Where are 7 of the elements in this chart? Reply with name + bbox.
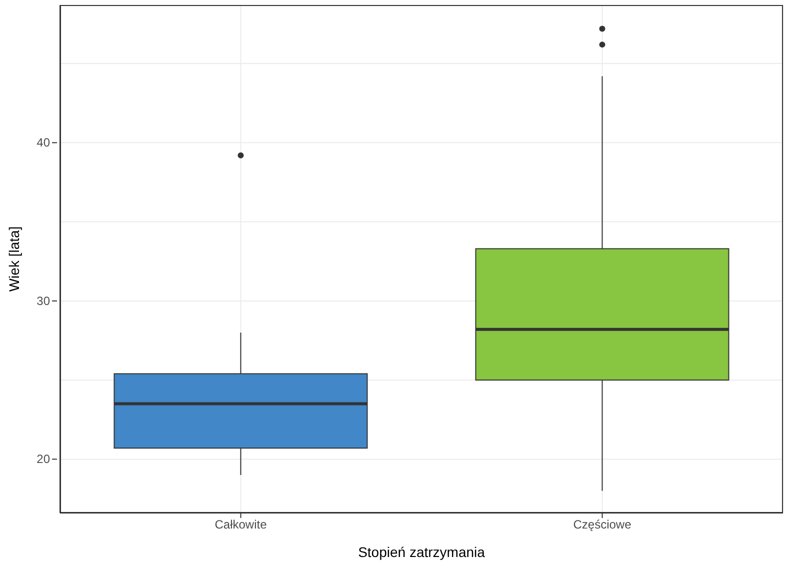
y-axis-title: Wiek [lata] xyxy=(6,226,22,292)
x-tick-label: Częściowe xyxy=(573,518,632,532)
y-tick-label: 20 xyxy=(36,452,50,466)
y-tick-label: 30 xyxy=(36,294,50,308)
x-axis-title: Stopień zatrzymania xyxy=(358,544,486,560)
y-tick-label: 40 xyxy=(36,136,50,150)
x-tick-label: Całkowite xyxy=(214,518,268,532)
